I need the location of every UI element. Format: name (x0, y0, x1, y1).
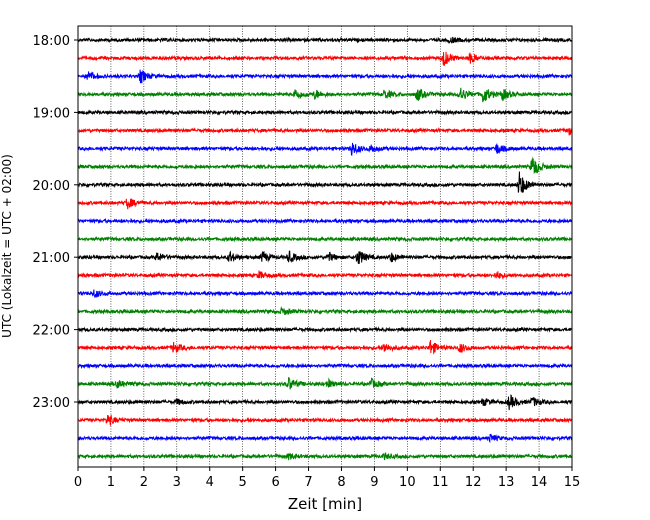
trace-line (77, 87, 573, 103)
trace-line (77, 289, 573, 298)
trace-line (77, 326, 573, 334)
trace-line (77, 171, 573, 193)
trace-line (77, 394, 573, 411)
x-tick-label: 15 (564, 475, 581, 490)
trace-line (77, 433, 573, 444)
trace-line (77, 36, 573, 44)
x-axis-title: Zeit [min] (288, 495, 362, 513)
trace-line (77, 414, 573, 427)
trace-line (77, 306, 573, 316)
x-tick-label: 8 (337, 475, 345, 490)
x-tick-label: 12 (465, 475, 482, 490)
trace-line (77, 235, 573, 243)
x-tick-label: 0 (74, 475, 82, 490)
seismic-traces (77, 36, 573, 461)
x-tick-label: 4 (206, 475, 214, 490)
trace-line (77, 69, 573, 84)
trace-line (77, 108, 573, 116)
x-tick-label: 6 (271, 475, 279, 490)
trace-line (77, 142, 573, 156)
x-tick-label: 9 (370, 475, 378, 490)
x-tick-label: 10 (399, 475, 416, 490)
x-tick-label: 7 (304, 475, 312, 490)
y-tick-label: 21:00 (33, 251, 70, 266)
x-tick-label: 14 (531, 475, 548, 490)
trace-line (77, 270, 573, 280)
x-tick-label: 5 (239, 475, 247, 490)
x-tick-label: 13 (498, 475, 515, 490)
trace-line (77, 126, 573, 136)
x-tick-label: 11 (432, 475, 449, 490)
trace-line (77, 156, 573, 175)
trace-line (77, 198, 573, 210)
y-axis-ticks: 18:00 19:00 20:00 21:00 22:00 23:00 (33, 34, 78, 411)
y-tick-label: 22:00 (33, 324, 70, 339)
y-axis-title: UTC (Lokalzeit = UTC + 02:00) (0, 154, 14, 338)
trace-line (77, 377, 573, 390)
x-tick-label: 2 (140, 475, 148, 490)
trace-line (77, 340, 573, 355)
trace-line (77, 217, 573, 225)
y-tick-label: 23:00 (33, 396, 70, 411)
x-tick-label: 1 (107, 475, 115, 490)
y-tick-label: 18:00 (33, 34, 70, 49)
trace-line (77, 452, 573, 461)
trace-line (77, 362, 573, 370)
y-tick-label: 19:00 (33, 106, 70, 121)
x-axis-ticks: 0 1 2 3 4 5 6 7 8 9 10 11 12 13 14 15 (74, 467, 580, 490)
x-tick-label: 3 (173, 475, 181, 490)
trace-line (77, 51, 573, 66)
plot-frame (77, 25, 573, 468)
grid-lines (110, 26, 540, 467)
y-tick-label: 20:00 (33, 179, 70, 194)
trace-line (77, 250, 573, 264)
